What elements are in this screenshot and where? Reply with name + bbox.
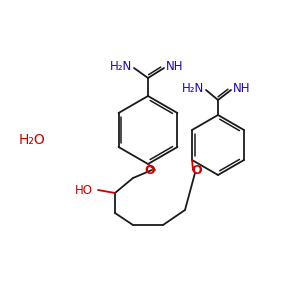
Text: H₂N: H₂N <box>182 82 204 95</box>
Text: HO: HO <box>75 184 93 196</box>
Text: NH: NH <box>233 82 250 95</box>
Text: O: O <box>145 164 155 178</box>
Text: O: O <box>192 164 202 178</box>
Text: H₂N: H₂N <box>110 61 132 74</box>
Text: NH: NH <box>166 61 184 74</box>
Text: H₂O: H₂O <box>19 133 45 147</box>
